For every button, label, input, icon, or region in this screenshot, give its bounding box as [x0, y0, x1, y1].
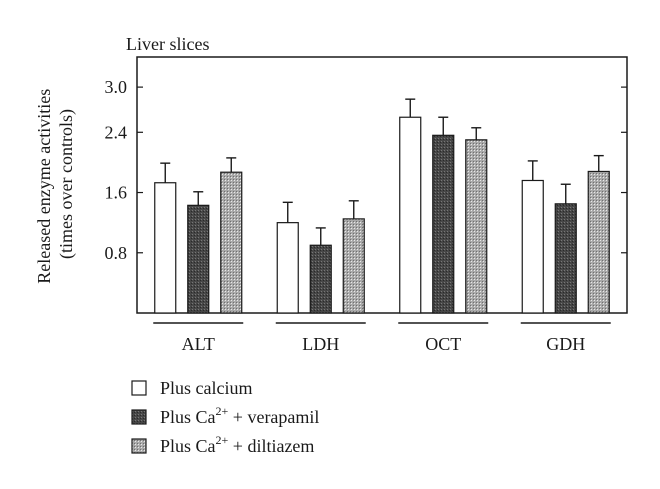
legend-label-tail: + diltiazem: [228, 436, 314, 456]
legend-swatch: [131, 438, 147, 454]
plot-frame: [136, 56, 628, 314]
chart-title: Liver slices: [126, 34, 209, 54]
legend-label-base: Plus Ca: [160, 436, 216, 456]
legend-swatch: [131, 409, 147, 425]
legend-label-base: Plus calcium: [160, 378, 253, 398]
bar: [342, 218, 365, 314]
legend-swatch: [131, 380, 147, 396]
legend-label-base: Plus Ca: [160, 407, 216, 427]
legend-label-superscript: 2+: [216, 433, 229, 447]
y-tick-label: 1.6: [105, 183, 128, 203]
y-axis-label-line-1: Released enzyme activities: [34, 89, 54, 284]
y-axis: 0.8 1.6 2.4 3.0: [105, 77, 627, 263]
y-tick-label: 0.8: [105, 243, 128, 263]
legend-label-tail: + verapamil: [228, 407, 319, 427]
bar: [309, 244, 332, 314]
bar: [220, 171, 243, 314]
bars-group: [154, 98, 610, 314]
bar: [587, 170, 610, 314]
bar: [465, 139, 488, 314]
legend-label-superscript: 2+: [216, 404, 229, 418]
x-tick-label: ALT: [182, 334, 215, 354]
x-tick-label: GDH: [546, 334, 585, 354]
bar: [276, 222, 299, 314]
bar: [187, 204, 210, 314]
y-tick-label: 2.4: [105, 122, 128, 142]
bar: [521, 179, 544, 314]
bar: [432, 134, 455, 314]
bar: [554, 203, 577, 314]
x-tick-label: OCT: [425, 334, 461, 354]
legend-label: Plus calcium: [160, 378, 253, 398]
y-axis-label-line-2: (times over controls): [56, 109, 77, 259]
bar: [154, 182, 177, 314]
y-tick-label: 3.0: [105, 77, 128, 97]
legend-label: Plus Ca2+ + diltiazem: [160, 433, 314, 456]
y-axis-label: Released enzyme activities (times over c…: [34, 84, 77, 283]
x-axis: ALT LDH OCT GDH: [153, 322, 611, 354]
x-tick-label: LDH: [302, 334, 339, 354]
bar: [399, 116, 422, 314]
legend-label: Plus Ca2+ + verapamil: [160, 404, 319, 427]
